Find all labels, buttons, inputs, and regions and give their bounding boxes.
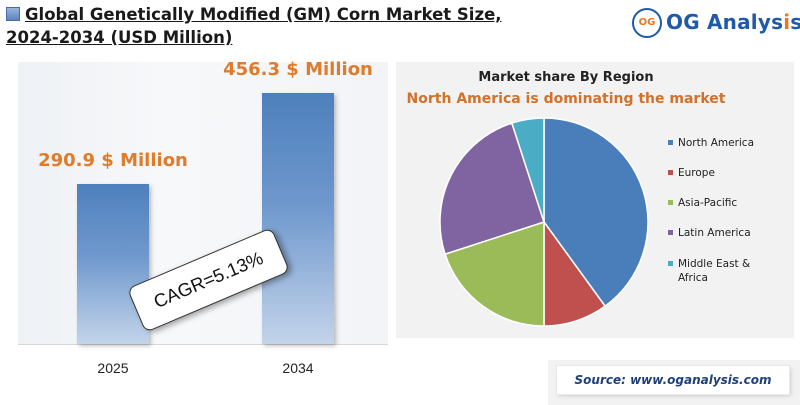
logo-wordmark: OG Analysis <box>666 10 800 34</box>
title-line-2: 2024-2034 (USD Million) <box>6 28 233 47</box>
pie-slice-asia-pacific <box>444 220 545 327</box>
pie-slice-middle-east-africa <box>510 117 545 223</box>
bar-value-label-2034: 456.3 $ Million <box>223 59 373 81</box>
legend-swatch <box>668 140 673 145</box>
legend-label: Middle East & Africa <box>678 258 751 284</box>
chart-title: Global Genetically Modified (GM) Corn Ma… <box>6 3 566 49</box>
title-square-icon <box>6 7 20 21</box>
pie-chart-panel: Market share By Region North America is … <box>396 62 794 338</box>
bar-value-label-2025: 290.9 $ Million <box>38 150 188 171</box>
legend-swatch <box>668 170 673 175</box>
x-tick-label-2025: 2025 <box>97 360 129 376</box>
legend-swatch <box>668 200 673 205</box>
pie-chart-title: Market share By Region <box>478 70 654 85</box>
legend-label: Latin America <box>678 227 751 239</box>
pie-slice-north-america <box>543 117 649 308</box>
legend-swatch <box>668 230 673 235</box>
pie-chart <box>439 117 649 327</box>
legend-label: Europe <box>678 167 715 179</box>
pie-chart-subtitle: North America is dominating the market <box>406 91 726 107</box>
bar-2025 <box>77 184 149 344</box>
bar-2034 <box>262 93 334 344</box>
legend-label: North America <box>678 137 755 149</box>
title-line-1: Global Genetically Modified (GM) Corn Ma… <box>25 5 502 24</box>
legend-swatch <box>668 261 673 266</box>
x-tick-label-2034: 2034 <box>282 360 314 376</box>
pie-slice-latin-america <box>439 122 545 256</box>
og-badge-icon: OG <box>632 8 662 38</box>
source-note: Source: www.oganalysis.com <box>557 366 789 394</box>
og-analysis-logo: OG OG Analysis <box>632 6 800 42</box>
bar-chart-x-axis <box>18 344 388 345</box>
legend-label: Asia-Pacific <box>678 197 738 209</box>
